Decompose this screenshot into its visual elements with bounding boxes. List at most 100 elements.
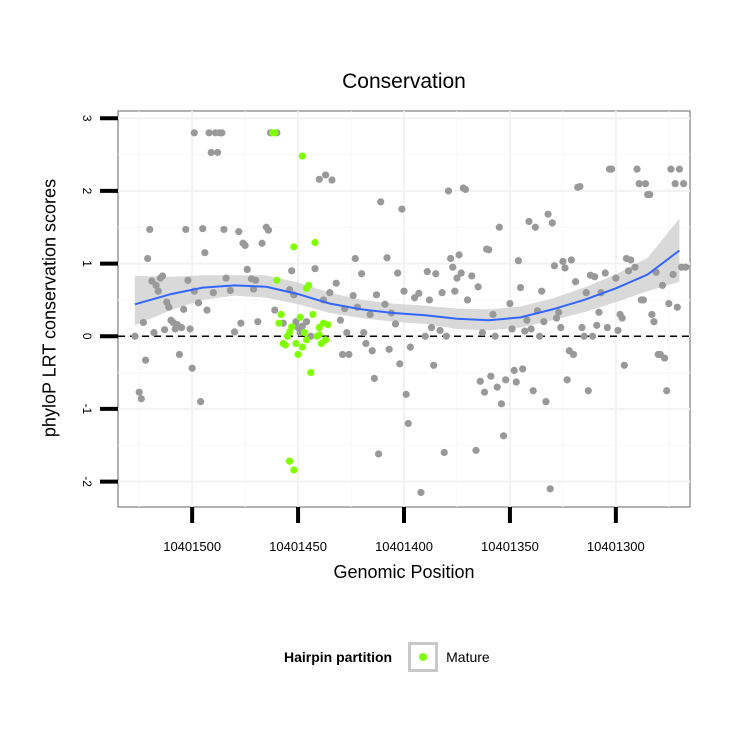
point-other: [449, 263, 457, 271]
point-other: [402, 390, 410, 398]
point-mature: [296, 313, 304, 321]
point-other: [578, 323, 586, 332]
point-other: [516, 283, 525, 292]
x-tick-label: 10401500: [163, 539, 221, 554]
point-other: [150, 329, 158, 337]
point-other: [538, 287, 546, 295]
point-mature: [286, 457, 294, 465]
point-other: [205, 129, 213, 137]
point-other: [345, 350, 353, 359]
point-other: [595, 308, 603, 316]
smooth-line-path: [134, 249, 681, 322]
point-other: [476, 377, 484, 385]
point-other: [591, 273, 599, 281]
point-other: [665, 299, 673, 308]
point-other: [377, 198, 385, 206]
point-other: [480, 388, 489, 396]
chart-title: Conservation: [342, 70, 466, 93]
x-tick-label: 10401300: [587, 539, 645, 554]
point-other: [180, 305, 188, 313]
point-other: [366, 310, 374, 319]
point-other: [349, 291, 357, 300]
point-other: [468, 272, 476, 280]
point-other: [381, 300, 389, 308]
point-other: [368, 347, 376, 355]
point-other: [519, 365, 527, 373]
point-other: [682, 263, 690, 271]
point-other: [601, 269, 609, 277]
point-other: [360, 329, 368, 337]
point-other: [531, 223, 539, 231]
point-other: [508, 325, 516, 333]
point-other: [563, 376, 571, 384]
point-other: [523, 316, 531, 324]
point-other: [209, 289, 217, 297]
point-other: [235, 228, 243, 236]
point-other: [315, 175, 323, 183]
point-other: [487, 372, 495, 380]
y-tick-label: -1: [80, 404, 94, 415]
point-other: [252, 276, 260, 284]
point-mature: [311, 238, 319, 247]
point-other: [258, 239, 266, 247]
point-other: [557, 323, 565, 332]
point-mature: [281, 341, 289, 349]
y-axis-label: phyloP LRT conservation scores: [39, 178, 60, 438]
legend-title: Hairpin partition: [284, 649, 393, 665]
point-other: [158, 272, 167, 280]
point-other: [502, 376, 510, 384]
legend-mature-label: Mature: [446, 649, 490, 665]
data-points: [131, 129, 690, 497]
point-other: [404, 419, 412, 428]
point-other: [370, 374, 378, 382]
point-other: [372, 291, 381, 299]
point-other: [658, 281, 667, 289]
point-other: [561, 264, 569, 272]
point-other: [396, 360, 404, 368]
x-axis-label: Genomic Position: [333, 562, 475, 582]
point-other: [154, 287, 162, 295]
point-other: [213, 148, 222, 157]
legend-key: [408, 642, 439, 672]
point-mature: [277, 310, 285, 319]
point-mature: [309, 310, 317, 319]
point-mature: [290, 466, 298, 474]
point-other: [680, 180, 688, 188]
y-tick-label: 0: [80, 333, 94, 340]
x-tick-label: 10401450: [269, 539, 327, 554]
x-tick-label: 10401350: [481, 539, 539, 554]
point-other: [336, 316, 345, 324]
point-other: [453, 274, 461, 282]
y-tick-label: -2: [80, 476, 94, 487]
point-other: [614, 326, 622, 335]
point-other: [474, 283, 482, 291]
point-other: [580, 332, 588, 340]
point-other: [457, 269, 465, 277]
point-other: [230, 328, 239, 336]
point-other: [455, 251, 463, 259]
point-other: [493, 383, 501, 391]
point-other: [322, 171, 330, 179]
point-other: [137, 395, 145, 403]
point-other: [243, 265, 251, 273]
point-mature: [298, 152, 306, 160]
confidence-band: [134, 218, 680, 331]
point-other: [510, 366, 518, 374]
point-other: [391, 320, 400, 328]
point-other: [544, 210, 552, 218]
point-other: [436, 326, 444, 335]
point-other: [593, 321, 601, 329]
point-other: [385, 345, 393, 353]
point-other: [648, 310, 656, 319]
point-other: [177, 323, 186, 332]
point-other: [495, 223, 503, 231]
point-other: [374, 450, 383, 458]
point-other: [603, 323, 611, 332]
point-other: [514, 257, 523, 265]
point-other: [271, 306, 279, 314]
point-other: [146, 225, 154, 234]
point-other: [663, 387, 671, 395]
point-other: [527, 325, 535, 333]
point-other: [131, 332, 139, 340]
point-other: [207, 148, 215, 157]
